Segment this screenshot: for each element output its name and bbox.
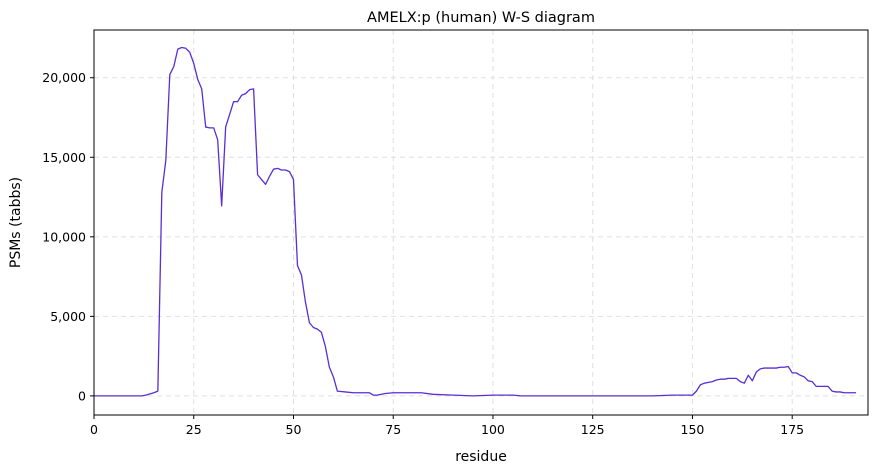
y-tick-label: 0 <box>78 388 86 403</box>
plot-frame <box>93 29 869 416</box>
x-tick-label: 125 <box>581 422 605 437</box>
y-axis-ticks: 0 5,000 10,000 15,000 20,000 <box>42 70 94 403</box>
x-tick-label: 0 <box>90 422 98 437</box>
x-tick-label: 175 <box>780 422 804 437</box>
x-axis-ticks: 0 25 50 75 100 125 150 175 <box>90 415 804 437</box>
x-tick-label: 75 <box>385 422 401 437</box>
series-layer <box>94 46 857 397</box>
y-tick-label: 10,000 <box>42 229 86 244</box>
y-tick-label: 5,000 <box>50 309 86 324</box>
y-tick-label: 20,000 <box>42 70 86 85</box>
y-tick-label: 15,000 <box>42 150 86 165</box>
x-tick-label: 100 <box>481 422 505 437</box>
x-tick-label: 150 <box>681 422 705 437</box>
x-tick-label: 25 <box>186 422 202 437</box>
chart-title: AMELX:p (human) W-S diagram <box>367 10 595 26</box>
grid <box>94 30 868 415</box>
series-line <box>94 46 857 397</box>
x-axis-label: residue <box>455 449 507 465</box>
x-tick-label: 50 <box>286 422 302 437</box>
y-axis-label: PSMs (tabbs) <box>8 177 24 268</box>
